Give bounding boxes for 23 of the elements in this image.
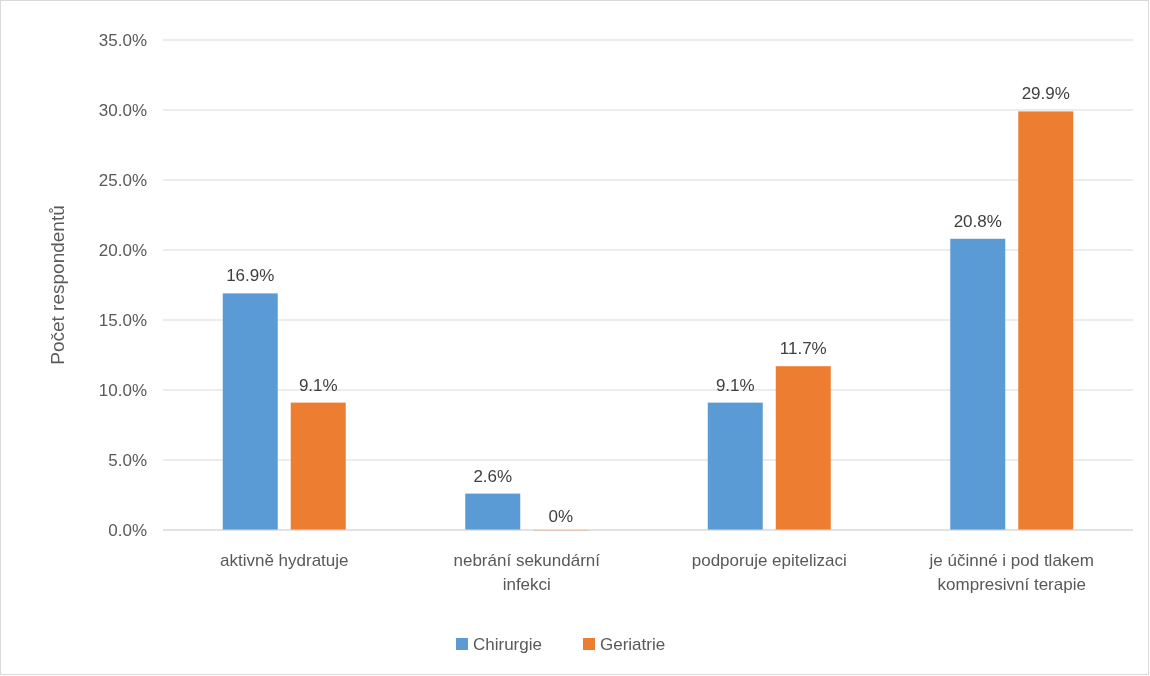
data-label: 29.9% bbox=[1021, 84, 1070, 104]
x-tick-label: aktivně hydratuje bbox=[219, 551, 349, 570]
legend-label: Geriatrie bbox=[600, 634, 666, 654]
x-tick-label: nebrání sekundární infekci bbox=[453, 551, 601, 594]
y-tick-label: 35.0% bbox=[98, 30, 147, 50]
y-tick-label: 15.0% bbox=[98, 310, 147, 330]
y-tick-label: 0.0% bbox=[108, 520, 147, 540]
x-tick-label: je účinné i pod tlakem kompresivní terapie bbox=[928, 551, 1094, 594]
data-label: 9.1% bbox=[298, 375, 338, 395]
data-label: 20.8% bbox=[953, 211, 1002, 231]
data-label: 0% bbox=[548, 507, 574, 526]
data-label: 11.7% bbox=[779, 339, 827, 359]
y-axis-title: Počet respondentů bbox=[47, 205, 68, 365]
x-tick-label: podporuje epitelizaci bbox=[691, 551, 847, 570]
y-tick-label: 25.0% bbox=[98, 170, 147, 190]
y-tick-label: 5.0% bbox=[108, 450, 147, 470]
data-label: 9.1% bbox=[715, 375, 755, 395]
y-tick-label: 30.0% bbox=[98, 100, 147, 120]
y-tick-label: 10.0% bbox=[98, 380, 147, 400]
y-tick-label: 20.0% bbox=[98, 240, 147, 260]
data-label: 2.6% bbox=[473, 466, 513, 486]
data-label: 16.9% bbox=[226, 266, 275, 286]
legend-label: Chirurgie bbox=[473, 634, 542, 654]
